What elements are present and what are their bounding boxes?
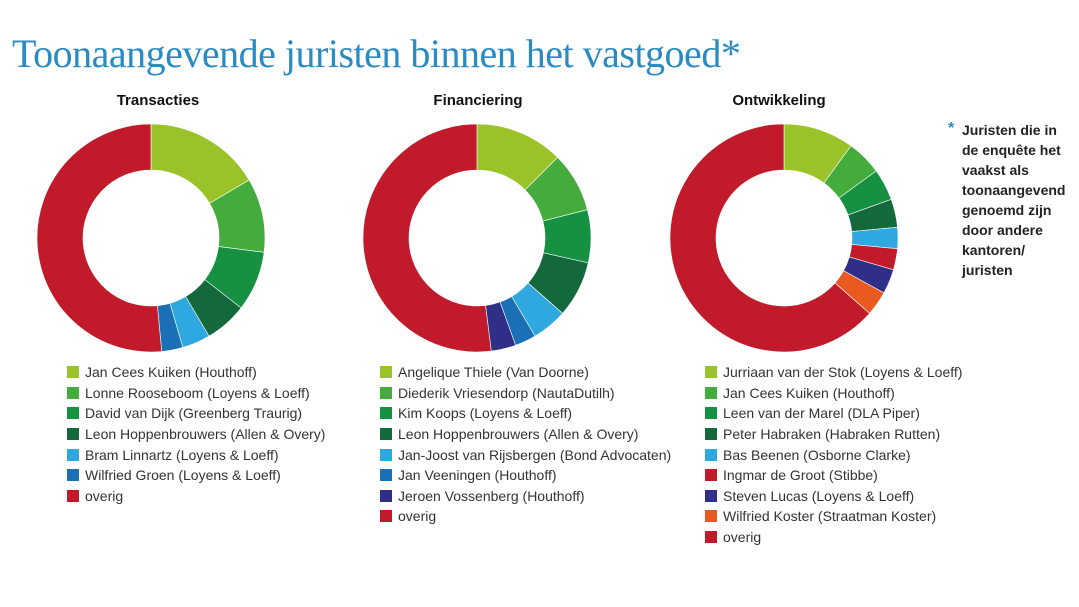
legend-swatch — [67, 386, 79, 399]
legend-swatch — [380, 448, 392, 461]
legend-item-bram-linnartz-loyens-loeff: Bram Linnartz (Loyens & Loeff) — [67, 444, 325, 465]
legend-label: Leen van der Marel (DLA Piper) — [723, 405, 920, 422]
legend-swatch — [380, 386, 392, 399]
legend-item-jan-veeningen-houthoff: Jan Veeningen (Houthoff) — [380, 465, 671, 486]
legend-item-peter-habraken-habraken-rutten: Peter Habraken (Habraken Rutten) — [705, 424, 962, 445]
legend-swatch — [705, 531, 717, 544]
legend-swatch — [380, 489, 392, 502]
legend-label: Jan Cees Kuiken (Houthoff) — [723, 384, 895, 401]
legend-item-jeroen-vossenberg-houthoff: Jeroen Vossenberg (Houthoff) — [380, 486, 671, 507]
legend-item-lonne-rooseboom-loyens-loeff: Lonne Rooseboom (Loyens & Loeff) — [67, 383, 325, 404]
legend-item-wilfried-groen-loyens-loeff: Wilfried Groen (Loyens & Loeff) — [67, 465, 325, 486]
donut-chart-financiering — [362, 123, 592, 353]
legend-transacties: Jan Cees Kuiken (Houthoff) Lonne Rooseboo… — [67, 362, 325, 506]
page-title: Toonaangevende juristen binnen het vastg… — [12, 31, 741, 76]
legend-item-overig: overig — [705, 527, 962, 548]
legend-item-jan-cees-kuiken-houthoff: Jan Cees Kuiken (Houthoff) — [705, 383, 962, 404]
legend-item-steven-lucas-loyens-loeff: Steven Lucas (Loyens & Loeff) — [705, 486, 962, 507]
legend-ontwikkeling: Jurriaan van der Stok (Loyens & Loeff) Ja… — [705, 362, 962, 547]
legend-item-jurriaan-van-der-stok-loyens-loeff: Jurriaan van der Stok (Loyens & Loeff) — [705, 362, 962, 383]
legend-label: Angelique Thiele (Van Doorne) — [398, 364, 589, 381]
legend-label: Steven Lucas (Loyens & Loeff) — [723, 487, 915, 504]
legend-swatch — [67, 428, 79, 441]
legend-label: Jan Veeningen (Houthoff) — [398, 467, 557, 484]
legend-item-angelique-thiele-van-doorne: Angelique Thiele (Van Doorne) — [380, 362, 671, 383]
legend-swatch — [705, 386, 717, 399]
chart-title-financiering: Financiering — [433, 92, 523, 109]
legend-label: overig — [723, 529, 762, 546]
legend-swatch — [705, 428, 717, 441]
legend-swatch — [380, 469, 392, 482]
slice-overig — [362, 123, 492, 353]
legend-item-jan-joost-van-rijsbergen-bond-advocaten: Jan-Joost van Rijsbergen (Bond Advocaten… — [380, 444, 671, 465]
legend-swatch — [67, 448, 79, 461]
legend-swatch — [705, 469, 717, 482]
legend-label: David van Dijk (Greenberg Traurig) — [85, 405, 303, 422]
legend-item-kim-koops-loyens-loeff: Kim Koops (Loyens & Loeff) — [380, 403, 671, 424]
legend-label: Bram Linnartz (Loyens & Loeff) — [85, 446, 279, 463]
legend-swatch — [705, 510, 717, 523]
legend-label: Leon Hoppenbrouwers (Allen & Overy) — [85, 426, 326, 443]
legend-item-david-van-dijk-greenberg-traurig: David van Dijk (Greenberg Traurig) — [67, 403, 325, 424]
legend-label: Bas Beenen (Osborne Clarke) — [723, 446, 911, 463]
footnote-text: Juristen die in de enquête het vaakst al… — [962, 122, 1066, 278]
legend-swatch — [380, 407, 392, 420]
legend-swatch — [67, 469, 79, 482]
legend-swatch — [380, 428, 392, 441]
legend-item-overig: overig — [380, 506, 671, 527]
legend-label: Jan-Joost van Rijsbergen (Bond Advocaten… — [398, 446, 672, 463]
legend-label: Jeroen Vossenberg (Houthoff) — [398, 487, 585, 504]
legend-label: Leon Hoppenbrouwers (Allen & Overy) — [398, 426, 639, 443]
legend-label: Wilfried Koster (Straatman Koster) — [723, 508, 937, 525]
legend-label: Wilfried Groen (Loyens & Loeff) — [85, 467, 281, 484]
legend-label: Jurriaan van der Stok (Loyens & Loeff) — [723, 364, 963, 381]
legend-label: Jan Cees Kuiken (Houthoff) — [85, 364, 257, 381]
legend-item-leen-van-der-marel-dla-piper: Leen van der Marel (DLA Piper) — [705, 403, 962, 424]
legend-swatch — [67, 407, 79, 420]
legend-item-jan-cees-kuiken-houthoff: Jan Cees Kuiken (Houthoff) — [67, 362, 325, 383]
legend-label: Peter Habraken (Habraken Rutten) — [723, 426, 941, 443]
legend-label: Lonne Rooseboom (Loyens & Loeff) — [85, 384, 310, 401]
legend-swatch — [67, 366, 79, 379]
legend-item-wilfried-koster-straatman-koster: Wilfried Koster (Straatman Koster) — [705, 506, 962, 527]
footnote: * Juristen die in de enquête het vaakst … — [948, 120, 1076, 280]
legend-item-ingmar-de-groot-stibbe: Ingmar de Groot (Stibbe) — [705, 465, 962, 486]
chart-title-transacties: Transacties — [116, 92, 200, 109]
legend-swatch — [380, 366, 392, 379]
legend-swatch — [705, 407, 717, 420]
legend-item-diederik-vriesendorp-nautadutilh: Diederik Vriesendorp (NautaDutilh) — [380, 383, 671, 404]
legend-item-leon-hoppenbrouwers-allen-overy: Leon Hoppenbrouwers (Allen & Overy) — [380, 424, 671, 445]
legend-item-leon-hoppenbrouwers-allen-overy: Leon Hoppenbrouwers (Allen & Overy) — [67, 424, 325, 445]
legend-swatch — [705, 448, 717, 461]
legend-item-bas-beenen-osborne-clarke: Bas Beenen (Osborne Clarke) — [705, 444, 962, 465]
footnote-marker: * — [948, 120, 955, 137]
legend-swatch — [67, 489, 79, 502]
chart-title-ontwikkeling: Ontwikkeling — [732, 92, 826, 109]
slice-overig — [36, 123, 163, 353]
legend-label: Kim Koops (Loyens & Loeff) — [398, 405, 573, 422]
legend-label: Diederik Vriesendorp (NautaDutilh) — [398, 384, 615, 401]
legend-swatch — [705, 489, 717, 502]
legend-swatch — [380, 510, 392, 523]
legend-item-overig: overig — [67, 486, 325, 507]
donut-chart-transacties — [36, 123, 266, 353]
legend-swatch — [705, 366, 717, 379]
slice-overig — [669, 123, 870, 353]
legend-label: Ingmar de Groot (Stibbe) — [723, 467, 878, 484]
donut-chart-ontwikkeling — [669, 123, 899, 353]
legend-label: overig — [398, 508, 437, 525]
legend-label: overig — [85, 487, 124, 504]
legend-financiering: Angelique Thiele (Van Doorne) Diederik Vr… — [380, 362, 671, 527]
